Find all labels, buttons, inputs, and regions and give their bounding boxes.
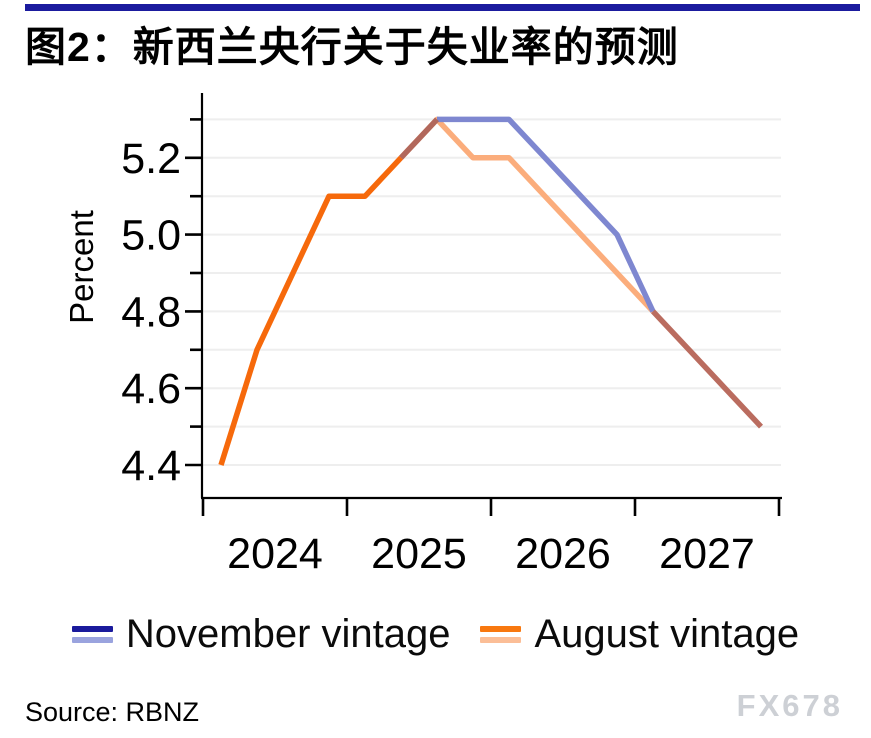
legend-label: August vintage [534,612,800,656]
y-tick-label: 4.6 [121,365,181,413]
y-tick-label: 4.8 [121,288,181,336]
y-tick-label: 5.0 [121,212,181,260]
august-actual-line [218,155,404,466]
legend-swatch-bar [71,637,113,643]
legend-swatch-bar [480,626,522,632]
tick-labels: 5.2 5.0 4.8 4.6 4.4 2024 2025 2026 2027 Percent [63,135,755,578]
title-accent-bar [25,4,860,11]
x-tick-label: 2027 [659,530,755,578]
x-tick-label: 2025 [371,530,467,578]
chart-title: 图2：新西兰央行关于失业率的预测 [25,24,679,70]
legend-swatch [480,626,522,643]
axes [185,93,782,516]
legend-item-august-vintage: August vintage [480,612,799,657]
y-tick-label: 5.2 [121,135,181,183]
x-tick-label: 2024 [227,530,323,578]
y-tick-label: 4.4 [121,442,181,490]
watermark: FX678 [736,688,843,723]
legend-swatch [71,626,113,643]
november-vintage-line [437,116,656,313]
legend-swatch-bar [71,626,113,632]
y-axis-label: Percent [63,210,100,324]
legend-swatch-bar [480,637,522,643]
gridlines [203,118,781,466]
overlap-tail-line [650,309,764,429]
source-note: Source: RBNZ [25,697,200,727]
series-lines [218,116,764,466]
overlap-rise-line [398,117,440,160]
legend-label: November vintage [125,612,451,656]
legend-item-november-vintage: November vintage [71,612,451,657]
august-forecast-line [398,116,656,314]
legend: November vintage August vintage [0,612,871,657]
x-tick-label: 2026 [515,530,611,578]
chart-svg: 5.2 5.0 4.8 4.6 4.4 2024 2025 2026 2027 Percent [63,93,782,578]
